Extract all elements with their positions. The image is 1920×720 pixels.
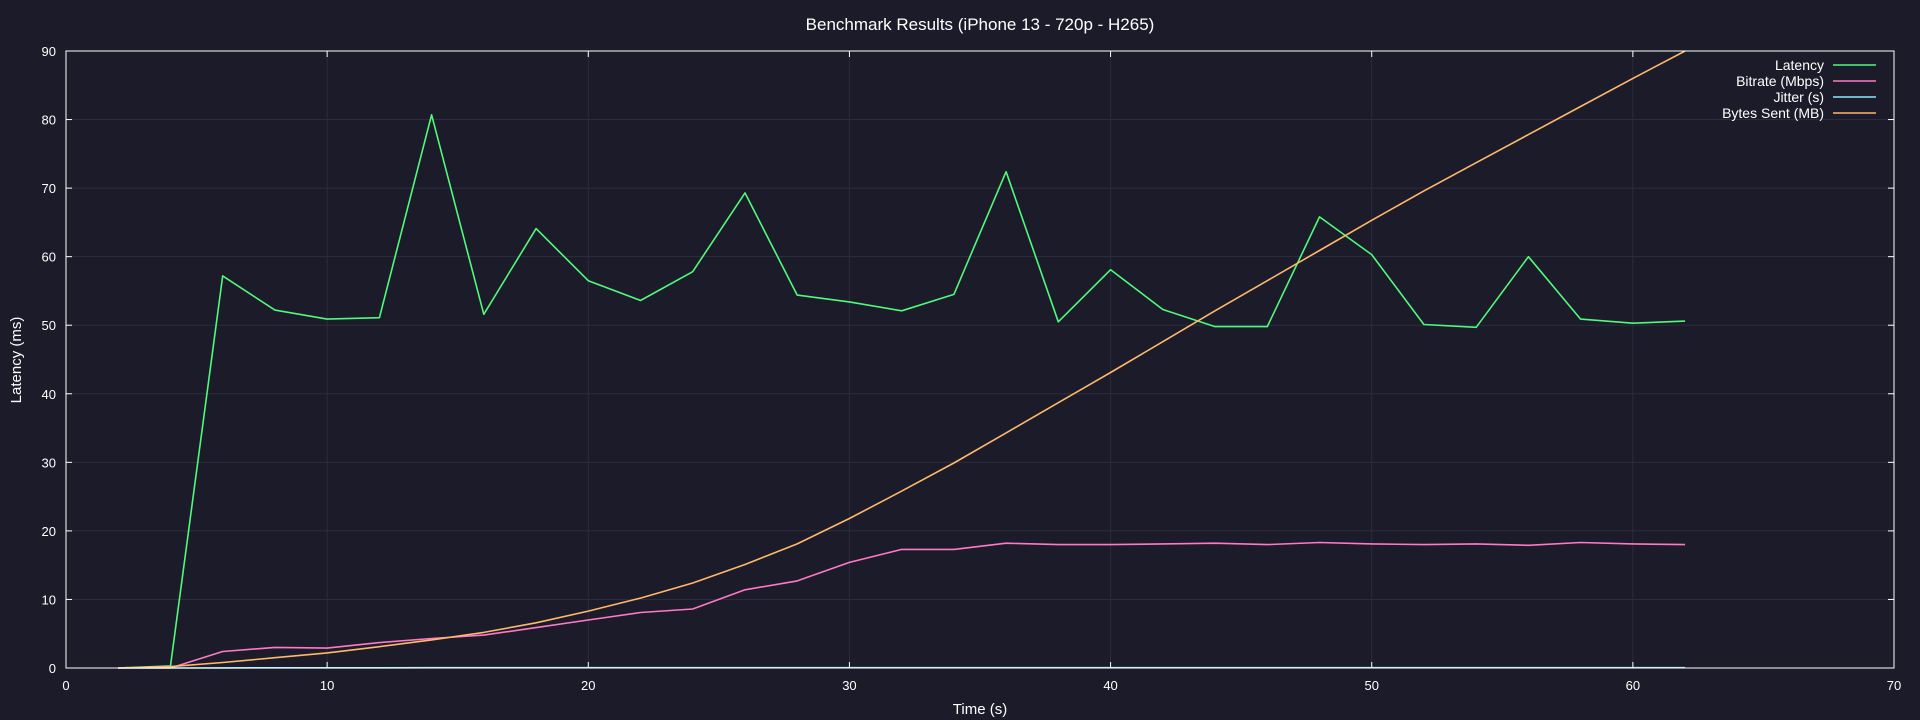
x-tick-label: 50 xyxy=(1364,678,1378,693)
legend-label-bytes-sent-mb: Bytes Sent (MB) xyxy=(1722,105,1824,121)
y-tick-label: 30 xyxy=(42,455,56,470)
axis-ticks: 0 10 20 30 40 50 60 70 0 10 20 30 40 50 60 70 80 90 xyxy=(42,44,1902,693)
y-tick-label: 70 xyxy=(42,181,56,196)
y-tick-label: 10 xyxy=(42,592,56,607)
y-tick-label: 20 xyxy=(42,524,56,539)
series-line-bytes-sent-mb xyxy=(118,50,1686,669)
y-tick-label: 0 xyxy=(49,661,56,676)
y-tick-label: 50 xyxy=(42,318,56,333)
y-tick-label: 40 xyxy=(42,387,56,402)
x-tick-label: 0 xyxy=(62,678,69,693)
y-tick-label: 60 xyxy=(42,250,56,265)
x-tick-label: 10 xyxy=(320,678,334,693)
x-tick-label: 30 xyxy=(842,678,856,693)
x-tick-label: 20 xyxy=(581,678,595,693)
legend-label-bitrate-mbps: Bitrate (Mbps) xyxy=(1736,73,1824,89)
x-tick-label: 40 xyxy=(1103,678,1117,693)
x-tick-label: 70 xyxy=(1887,678,1901,693)
chart-title: Benchmark Results (iPhone 13 - 720p - H2… xyxy=(806,15,1155,34)
y-tick-label: 90 xyxy=(42,44,56,59)
plot-border xyxy=(65,50,1895,669)
x-tick-label: 60 xyxy=(1626,678,1640,693)
plot-area xyxy=(66,51,1894,668)
y-axis-label: Latency (ms) xyxy=(8,317,25,404)
legend-label-latency: Latency xyxy=(1775,57,1824,73)
series-line-latency xyxy=(118,114,1686,669)
legend-label-jitter-s: Jitter (s) xyxy=(1773,89,1824,105)
series-line-bitrate-mbps xyxy=(118,541,1686,669)
y-tick-label: 80 xyxy=(42,113,56,128)
x-axis-label: Time (s) xyxy=(953,701,1007,718)
